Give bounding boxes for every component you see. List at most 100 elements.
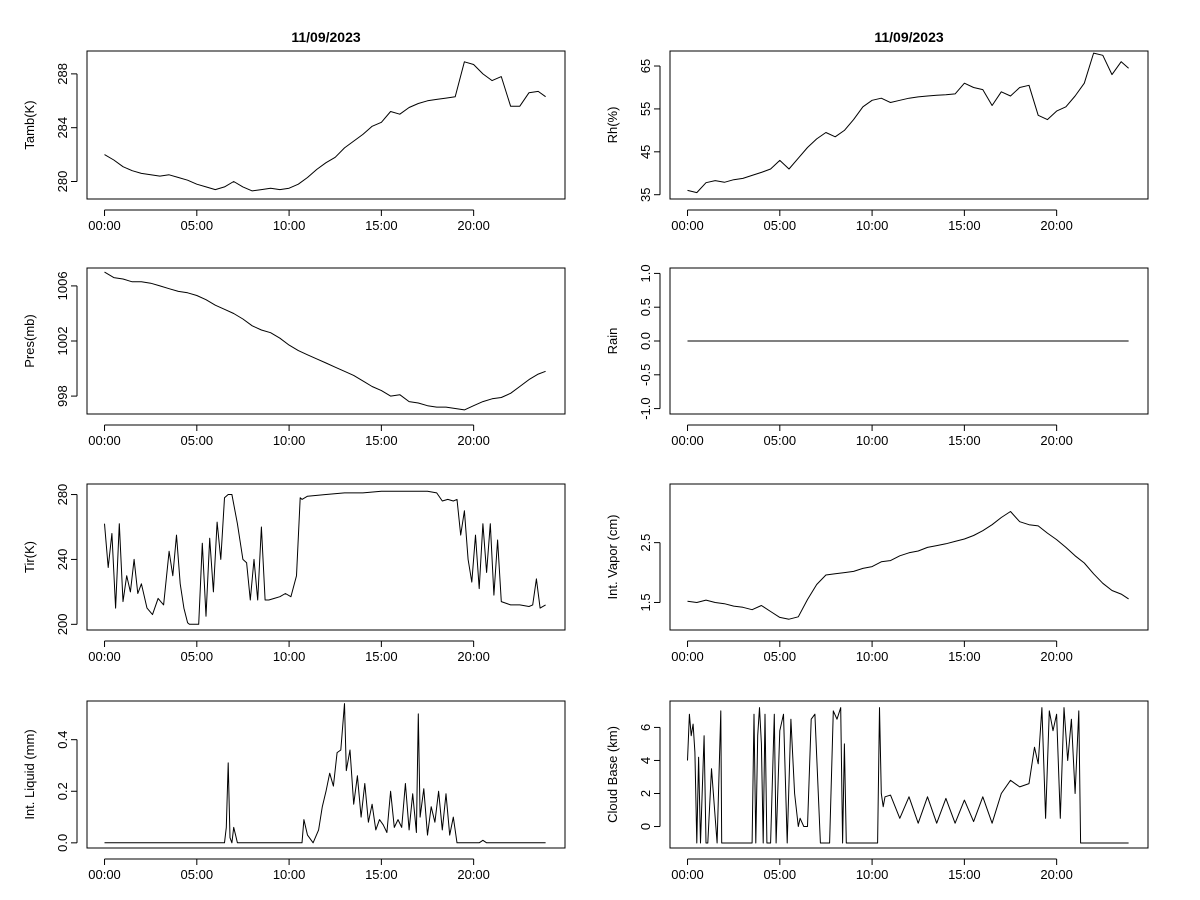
x-tick-label: 15:00 xyxy=(948,649,981,664)
chart-panel-1: 11/09/2023 00:00 05:00 10:00 15:00 20:00 280 28… xyxy=(22,29,566,233)
y-tick-label: 0.0 xyxy=(638,332,653,350)
series-line-1 xyxy=(687,52,1129,194)
x-tick-label: 15:00 xyxy=(365,867,398,882)
chart-panel-8: 00:00 05:00 10:00 15:00 20:00 0 2 4 6 Cloud Base … xyxy=(605,700,1149,882)
y-axis-label: Rain xyxy=(605,328,620,355)
x-tick-label: 00:00 xyxy=(671,433,704,448)
x-tick-label: 05:00 xyxy=(181,867,214,882)
series-line-1 xyxy=(687,511,1129,620)
x-tick-label: 05:00 xyxy=(181,218,214,233)
y-tick-label: 0 xyxy=(638,823,653,830)
x-tick-label: 15:00 xyxy=(948,218,981,233)
x-tick-label: 05:00 xyxy=(764,867,797,882)
x-tick-label: 20:00 xyxy=(1040,218,1073,233)
x-tick-label: 00:00 xyxy=(671,867,704,882)
plot-frame xyxy=(669,267,1149,415)
chart-panel-3: 00:00 05:00 10:00 15:00 20:00 998 1002 1006 Pres… xyxy=(22,267,566,448)
plot-frame xyxy=(86,483,566,631)
y-tick-label: 55 xyxy=(638,102,653,116)
chart-panel-4: 00:00 05:00 10:00 15:00 20:00 -1.0 -0.5 0.0 0.5 1… xyxy=(605,264,1149,448)
panel-title: 11/09/2023 xyxy=(874,29,944,45)
series-line-1 xyxy=(104,61,546,192)
series-line-1 xyxy=(104,703,546,844)
chart-panel-6: 00:00 05:00 10:00 15:00 20:00 1.5 2.5 Int. Vapo… xyxy=(605,483,1149,664)
y-axis-label: Int. Vapor (cm) xyxy=(605,514,620,599)
x-tick-label: 05:00 xyxy=(181,649,214,664)
x-tick-label: 20:00 xyxy=(457,433,490,448)
series-line-1 xyxy=(687,707,1129,844)
x-tick-label: 10:00 xyxy=(273,867,306,882)
plot-frame xyxy=(669,483,1149,631)
x-tick-label: 10:00 xyxy=(273,649,306,664)
chart-panel-2: 11/09/2023 00:00 05:00 10:00 15:00 20:00 35 45 5… xyxy=(605,29,1149,233)
y-tick-label: 0.5 xyxy=(638,298,653,316)
x-tick-label: 00:00 xyxy=(671,218,704,233)
x-tick-label: 20:00 xyxy=(1040,649,1073,664)
y-tick-label: 1006 xyxy=(55,271,70,300)
series-line-1 xyxy=(104,271,546,411)
x-tick-label: 15:00 xyxy=(948,433,981,448)
x-tick-label: 05:00 xyxy=(764,433,797,448)
y-tick-label: 0.4 xyxy=(55,731,70,749)
y-tick-label: 4 xyxy=(638,757,653,764)
y-tick-label: 45 xyxy=(638,145,653,159)
x-tick-label: 05:00 xyxy=(764,218,797,233)
y-axis-label: Pres(mb) xyxy=(22,314,37,367)
y-tick-label: 2.5 xyxy=(638,534,653,552)
plot-frame xyxy=(86,267,566,415)
y-axis-label: Tamb(K) xyxy=(22,100,37,149)
x-tick-label: 05:00 xyxy=(181,433,214,448)
plot-frame xyxy=(669,700,1149,849)
y-tick-label: 65 xyxy=(638,59,653,73)
x-tick-label: 10:00 xyxy=(856,649,889,664)
series-line-1 xyxy=(104,490,546,625)
x-tick-label: 15:00 xyxy=(365,433,398,448)
y-tick-label: 280 xyxy=(55,484,70,506)
x-tick-label: 00:00 xyxy=(88,867,121,882)
y-tick-label: 1.0 xyxy=(638,264,653,282)
x-tick-label: 20:00 xyxy=(1040,433,1073,448)
y-axis-label: Rh(%) xyxy=(605,107,620,144)
y-axis-label: Int. Liquid (mm) xyxy=(22,729,37,819)
x-tick-label: 15:00 xyxy=(948,867,981,882)
plot-frame xyxy=(86,700,566,849)
x-tick-label: 10:00 xyxy=(856,433,889,448)
x-tick-label: 20:00 xyxy=(457,649,490,664)
x-tick-label: 00:00 xyxy=(671,649,704,664)
x-tick-label: 10:00 xyxy=(273,218,306,233)
y-tick-label: 240 xyxy=(55,549,70,571)
chart-panel-5: 00:00 05:00 10:00 15:00 20:00 200 240 280 Tir(K) xyxy=(22,483,566,664)
x-tick-label: 10:00 xyxy=(273,433,306,448)
y-tick-label: -1.0 xyxy=(638,397,653,419)
y-tick-label: 288 xyxy=(55,63,70,85)
y-tick-label: 0.2 xyxy=(55,782,70,800)
x-tick-label: 10:00 xyxy=(856,218,889,233)
y-tick-label: 35 xyxy=(638,187,653,201)
y-tick-label: 998 xyxy=(55,385,70,407)
y-tick-label: -0.5 xyxy=(638,364,653,386)
x-tick-label: 00:00 xyxy=(88,649,121,664)
y-axis-label: Tir(K) xyxy=(22,541,37,573)
y-tick-label: 2 xyxy=(638,790,653,797)
chart-panel-7: 00:00 05:00 10:00 15:00 20:00 0.0 0.2 0.4 Int. L… xyxy=(22,700,566,882)
x-tick-label: 05:00 xyxy=(764,649,797,664)
y-tick-label: 284 xyxy=(55,117,70,139)
x-tick-label: 10:00 xyxy=(856,867,889,882)
y-tick-label: 1.5 xyxy=(638,593,653,611)
x-tick-label: 20:00 xyxy=(1040,867,1073,882)
y-tick-label: 0.0 xyxy=(55,834,70,852)
x-tick-label: 15:00 xyxy=(365,218,398,233)
panel-title: 11/09/2023 xyxy=(291,29,361,45)
y-tick-label: 6 xyxy=(638,724,653,731)
plot-frame xyxy=(86,50,566,200)
x-tick-label: 15:00 xyxy=(365,649,398,664)
y-tick-label: 280 xyxy=(55,171,70,193)
x-tick-label: 00:00 xyxy=(88,218,121,233)
y-tick-label: 200 xyxy=(55,613,70,635)
y-tick-label: 1002 xyxy=(55,327,70,356)
plot-frame xyxy=(669,50,1149,200)
x-tick-label: 00:00 xyxy=(88,433,121,448)
x-tick-label: 20:00 xyxy=(457,867,490,882)
y-axis-label: Cloud Base (km) xyxy=(605,726,620,823)
